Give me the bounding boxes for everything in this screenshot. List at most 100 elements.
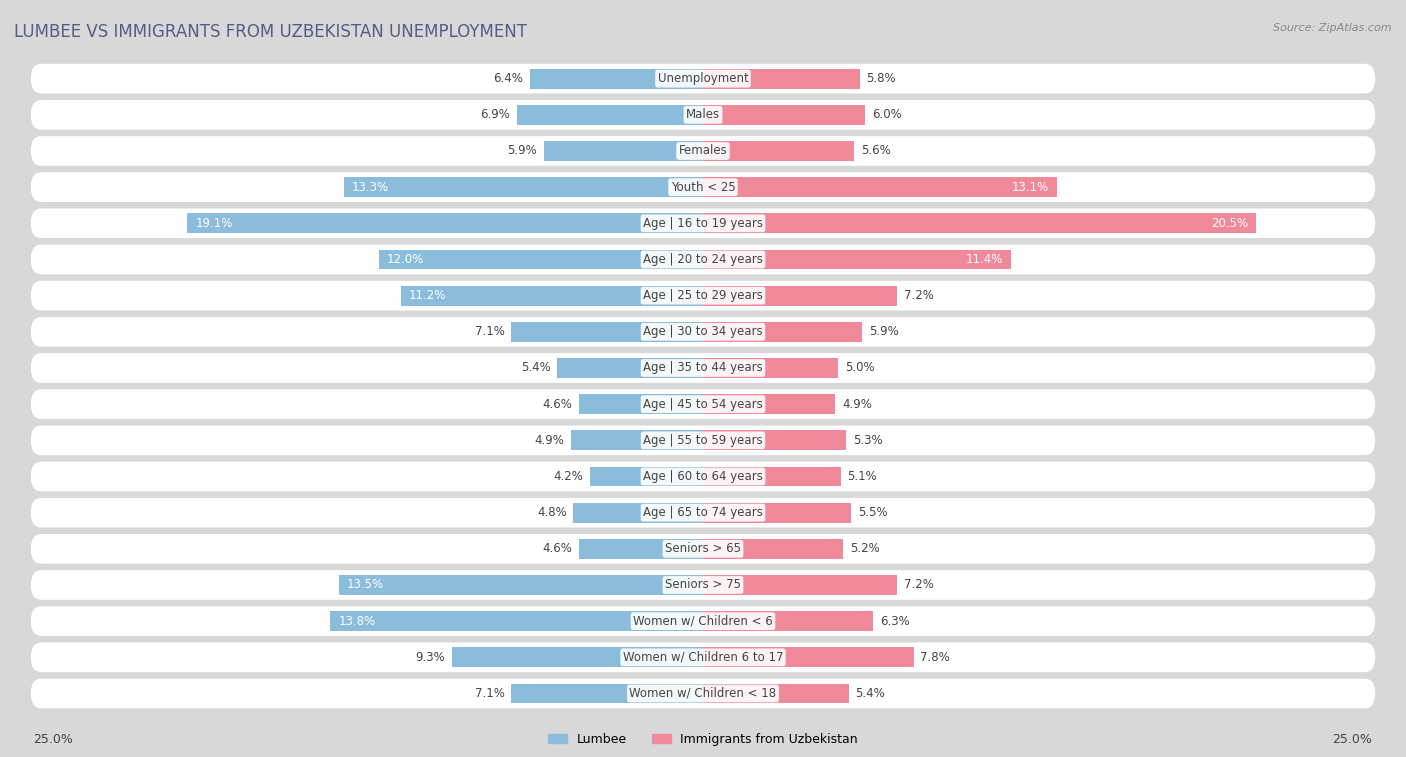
Text: 5.4%: 5.4% [855, 687, 886, 700]
Bar [451, 647, 703, 667]
FancyBboxPatch shape [31, 679, 1375, 709]
Bar [571, 431, 703, 450]
Text: 5.9%: 5.9% [869, 326, 898, 338]
Text: 4.8%: 4.8% [537, 506, 567, 519]
FancyBboxPatch shape [31, 173, 1375, 202]
Bar [703, 213, 1257, 233]
Text: 11.2%: 11.2% [409, 289, 446, 302]
Text: 5.2%: 5.2% [851, 542, 880, 556]
Bar [703, 358, 838, 378]
Text: Age | 65 to 74 years: Age | 65 to 74 years [643, 506, 763, 519]
Bar [517, 105, 703, 125]
FancyBboxPatch shape [31, 389, 1375, 419]
Text: 13.5%: 13.5% [347, 578, 384, 591]
Text: 12.0%: 12.0% [387, 253, 425, 266]
Text: Seniors > 75: Seniors > 75 [665, 578, 741, 591]
Text: Youth < 25: Youth < 25 [671, 181, 735, 194]
Bar [512, 322, 703, 341]
Bar [703, 539, 844, 559]
Bar [703, 69, 859, 89]
Text: Seniors > 65: Seniors > 65 [665, 542, 741, 556]
FancyBboxPatch shape [31, 534, 1375, 564]
Text: 4.6%: 4.6% [543, 542, 572, 556]
Text: 5.0%: 5.0% [845, 362, 875, 375]
Text: 19.1%: 19.1% [195, 217, 233, 230]
Bar [703, 503, 852, 522]
FancyBboxPatch shape [31, 208, 1375, 238]
Text: 4.9%: 4.9% [534, 434, 564, 447]
Text: 5.1%: 5.1% [848, 470, 877, 483]
FancyBboxPatch shape [31, 643, 1375, 672]
Legend: Lumbee, Immigrants from Uzbekistan: Lumbee, Immigrants from Uzbekistan [543, 728, 863, 751]
Text: Age | 25 to 29 years: Age | 25 to 29 years [643, 289, 763, 302]
Bar [579, 539, 703, 559]
Bar [703, 466, 841, 487]
Text: 13.3%: 13.3% [352, 181, 389, 194]
Text: 20.5%: 20.5% [1211, 217, 1249, 230]
Bar [401, 285, 703, 306]
Text: 7.1%: 7.1% [475, 687, 505, 700]
FancyBboxPatch shape [31, 100, 1375, 129]
Text: 4.9%: 4.9% [842, 397, 872, 410]
Bar [703, 611, 873, 631]
Bar [589, 466, 703, 487]
Text: 25.0%: 25.0% [34, 734, 73, 746]
FancyBboxPatch shape [31, 462, 1375, 491]
Bar [703, 684, 849, 703]
Text: 5.4%: 5.4% [520, 362, 551, 375]
Text: 13.1%: 13.1% [1011, 181, 1049, 194]
Bar [574, 503, 703, 522]
Text: Unemployment: Unemployment [658, 72, 748, 85]
Text: 13.8%: 13.8% [339, 615, 375, 628]
Bar [703, 575, 897, 595]
Text: Age | 55 to 59 years: Age | 55 to 59 years [643, 434, 763, 447]
Text: Females: Females [679, 145, 727, 157]
Text: Age | 45 to 54 years: Age | 45 to 54 years [643, 397, 763, 410]
FancyBboxPatch shape [31, 498, 1375, 528]
Text: Age | 60 to 64 years: Age | 60 to 64 years [643, 470, 763, 483]
Text: 6.3%: 6.3% [880, 615, 910, 628]
FancyBboxPatch shape [31, 245, 1375, 274]
Bar [344, 177, 703, 197]
Bar [703, 141, 855, 161]
FancyBboxPatch shape [31, 425, 1375, 455]
Bar [187, 213, 703, 233]
Bar [703, 431, 846, 450]
Text: 6.9%: 6.9% [479, 108, 510, 121]
Text: 5.8%: 5.8% [866, 72, 896, 85]
Text: Age | 16 to 19 years: Age | 16 to 19 years [643, 217, 763, 230]
Bar [579, 394, 703, 414]
FancyBboxPatch shape [31, 606, 1375, 636]
Bar [703, 647, 914, 667]
FancyBboxPatch shape [31, 570, 1375, 600]
Bar [703, 394, 835, 414]
Text: Age | 20 to 24 years: Age | 20 to 24 years [643, 253, 763, 266]
Text: Women w/ Children < 18: Women w/ Children < 18 [630, 687, 776, 700]
Bar [512, 684, 703, 703]
Bar [703, 322, 862, 341]
Bar [380, 250, 703, 269]
Text: 7.1%: 7.1% [475, 326, 505, 338]
Bar [703, 105, 865, 125]
FancyBboxPatch shape [31, 64, 1375, 93]
Text: 7.2%: 7.2% [904, 578, 934, 591]
Text: 4.2%: 4.2% [553, 470, 583, 483]
Text: Women w/ Children 6 to 17: Women w/ Children 6 to 17 [623, 651, 783, 664]
Text: 5.9%: 5.9% [508, 145, 537, 157]
FancyBboxPatch shape [31, 354, 1375, 383]
Text: 7.8%: 7.8% [921, 651, 950, 664]
Text: 11.4%: 11.4% [966, 253, 1002, 266]
Text: 5.3%: 5.3% [853, 434, 883, 447]
Text: Women w/ Children < 6: Women w/ Children < 6 [633, 615, 773, 628]
Text: 4.6%: 4.6% [543, 397, 572, 410]
Text: 5.6%: 5.6% [860, 145, 890, 157]
FancyBboxPatch shape [31, 281, 1375, 310]
Text: 6.4%: 6.4% [494, 72, 523, 85]
Text: LUMBEE VS IMMIGRANTS FROM UZBEKISTAN UNEMPLOYMENT: LUMBEE VS IMMIGRANTS FROM UZBEKISTAN UNE… [14, 23, 527, 41]
Text: 5.5%: 5.5% [858, 506, 887, 519]
Bar [703, 177, 1057, 197]
Text: 6.0%: 6.0% [872, 108, 901, 121]
Text: Age | 30 to 34 years: Age | 30 to 34 years [643, 326, 763, 338]
Bar [530, 69, 703, 89]
FancyBboxPatch shape [31, 317, 1375, 347]
